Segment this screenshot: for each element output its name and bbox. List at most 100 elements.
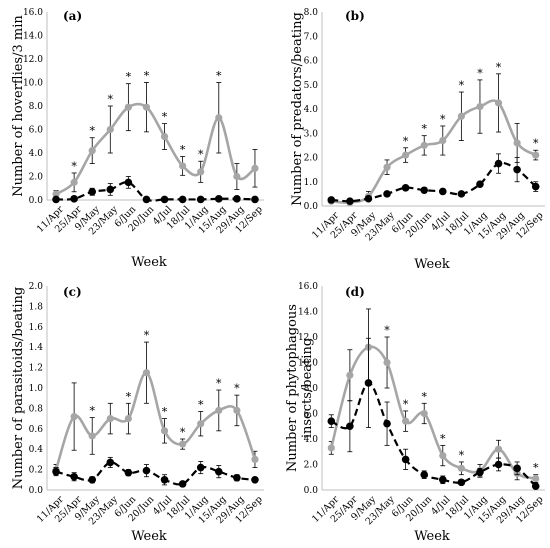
y-tick-label: 2.0 (29, 282, 44, 292)
data-point (197, 420, 205, 428)
data-point (142, 103, 151, 111)
panel-c: 0.00.20.40.60.81.01.21.41.61.82.011/Apr2… (11, 282, 265, 544)
data-point (327, 444, 335, 452)
data-point (124, 103, 132, 111)
data-point (215, 114, 223, 122)
data-point (160, 132, 169, 141)
significance-star: * (459, 79, 465, 92)
data-point (401, 184, 410, 192)
y-tick-label: 8.0 (304, 384, 319, 394)
series-line (55, 102, 256, 196)
data-point (179, 440, 187, 448)
series-line (331, 161, 537, 203)
y-tick-label: 1.6 (29, 323, 44, 333)
y-tick-label: 10.0 (23, 79, 43, 89)
y-tick-label: 2.0 (304, 154, 319, 164)
data-point (531, 182, 540, 191)
data-point (215, 406, 223, 415)
data-point (142, 466, 151, 475)
data-point (124, 178, 133, 187)
significance-star: * (126, 390, 132, 403)
data-point (401, 455, 410, 464)
significance-star: * (403, 398, 409, 411)
y-tick-label: 2.0 (29, 173, 44, 183)
panel-d: 0.02.04.06.08.010.012.014.016.011/Apr25/… (285, 282, 546, 544)
data-point (457, 478, 466, 487)
significance-star: * (89, 125, 95, 138)
significance-star: * (421, 123, 427, 136)
panel-label: (d) (345, 285, 365, 299)
y-axis-title: Number of hoverflies/3 min (11, 15, 26, 197)
data-point (160, 195, 169, 204)
data-point (142, 369, 151, 377)
data-point (439, 451, 447, 460)
y-tick-label: 14.0 (23, 32, 43, 42)
data-point (383, 358, 391, 367)
data-point (439, 136, 447, 145)
data-point (178, 480, 187, 488)
data-point (251, 476, 259, 484)
data-point (52, 467, 60, 476)
y-tick-label: 2.0 (304, 461, 319, 471)
significance-star: * (126, 71, 132, 84)
significance-star: * (144, 70, 150, 83)
y-tick-label: 6.0 (29, 126, 44, 136)
data-point (88, 476, 97, 484)
data-point (420, 186, 429, 195)
significance-star: * (216, 70, 222, 83)
data-point (327, 196, 336, 204)
data-point (88, 147, 96, 155)
data-point (513, 464, 521, 473)
series-grey (52, 341, 259, 476)
significance-star: * (533, 137, 539, 150)
data-point (233, 406, 241, 415)
significance-star: * (496, 61, 502, 74)
y-tick-label: 1.0 (29, 384, 44, 394)
data-point (70, 178, 78, 186)
y-tick-label: 14.0 (298, 308, 318, 318)
data-point (346, 371, 354, 379)
data-point (251, 164, 259, 172)
data-point (70, 195, 78, 203)
series-black (52, 456, 259, 488)
data-point (179, 162, 187, 170)
data-point (513, 139, 521, 147)
y-tick-label: 3.0 (304, 129, 319, 139)
data-point (251, 195, 259, 204)
data-point (327, 417, 336, 425)
y-axis-title: Number of predators/beating (290, 12, 305, 206)
data-point (70, 472, 78, 481)
data-point (364, 379, 373, 387)
y-tick-label: 4.0 (304, 105, 319, 115)
significance-star: * (108, 93, 114, 106)
panel-label: (a) (63, 9, 82, 23)
x-axis-title: Week (131, 255, 167, 270)
data-point (420, 470, 429, 479)
data-point (178, 195, 187, 204)
data-point (438, 187, 447, 196)
data-point (457, 112, 465, 120)
data-point (420, 141, 428, 149)
y-tick-label: 0.6 (29, 425, 44, 435)
data-point (214, 195, 223, 203)
significance-star: * (403, 135, 409, 148)
data-point (383, 190, 391, 198)
significance-star: * (198, 398, 204, 411)
significance-star: * (180, 144, 186, 157)
significance-star: * (144, 329, 150, 342)
significance-star: * (89, 405, 95, 418)
data-point (476, 468, 484, 476)
data-point (70, 412, 78, 421)
data-point (494, 445, 503, 453)
data-point (142, 195, 151, 204)
y-tick-label: 12.0 (23, 55, 43, 65)
data-point (197, 168, 205, 176)
series-grey (327, 308, 540, 483)
data-point (383, 419, 391, 428)
x-axis-title: Week (414, 257, 450, 272)
panel-b: 0.01.02.03.04.05.06.07.08.011/Apr25/Apr9… (290, 8, 546, 272)
data-point (106, 125, 114, 134)
significance-star: * (533, 462, 539, 475)
data-point (106, 458, 115, 467)
